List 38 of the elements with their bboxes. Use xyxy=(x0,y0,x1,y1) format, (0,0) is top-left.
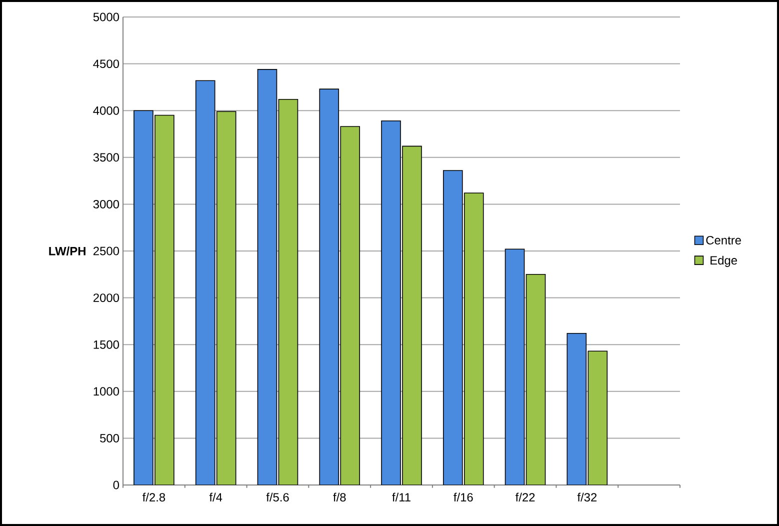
x-tick-label: f/16 xyxy=(454,492,473,502)
bar xyxy=(464,192,484,485)
bar xyxy=(381,120,401,485)
y-tick-label: 4000 xyxy=(93,106,120,115)
bar xyxy=(442,170,463,485)
bar xyxy=(319,88,340,485)
x-tick-label: f/8 xyxy=(333,492,346,502)
y-tick-label: 2500 xyxy=(93,246,120,256)
legend-label: Edge xyxy=(710,256,737,267)
x-tick-label: f/5.6 xyxy=(266,492,289,502)
bar xyxy=(402,146,422,485)
bar xyxy=(566,332,587,485)
bar xyxy=(134,110,154,485)
x-tick-label: f/11 xyxy=(392,492,410,502)
bar xyxy=(257,69,278,485)
bar xyxy=(588,350,608,485)
y-tick-label: 1500 xyxy=(94,340,120,349)
y-tick-label: 0 xyxy=(113,480,120,490)
y-tick-label: 4500 xyxy=(93,60,120,68)
y-tick-label: 2000 xyxy=(93,294,120,302)
y-axis-title: LW/PH xyxy=(49,246,86,256)
x-tick-label: f/32 xyxy=(577,492,597,502)
bar xyxy=(340,126,360,485)
bar xyxy=(154,114,174,485)
y-tick-label: 5000 xyxy=(93,12,120,22)
bar xyxy=(216,111,236,485)
x-tick-label: f/4 xyxy=(209,492,222,502)
y-tick-label: 500 xyxy=(100,434,120,442)
bar xyxy=(526,274,546,485)
y-tick-label: 1000 xyxy=(94,387,120,396)
bar xyxy=(278,98,298,485)
bar xyxy=(195,80,216,485)
y-tick-label: 3500 xyxy=(93,153,120,162)
bar xyxy=(504,248,525,485)
x-tick-label: f/2.8 xyxy=(142,492,166,502)
x-tick-label: f/22 xyxy=(515,492,535,502)
legend-label: Centre xyxy=(706,236,741,244)
y-tick-label: 3000 xyxy=(93,200,120,208)
